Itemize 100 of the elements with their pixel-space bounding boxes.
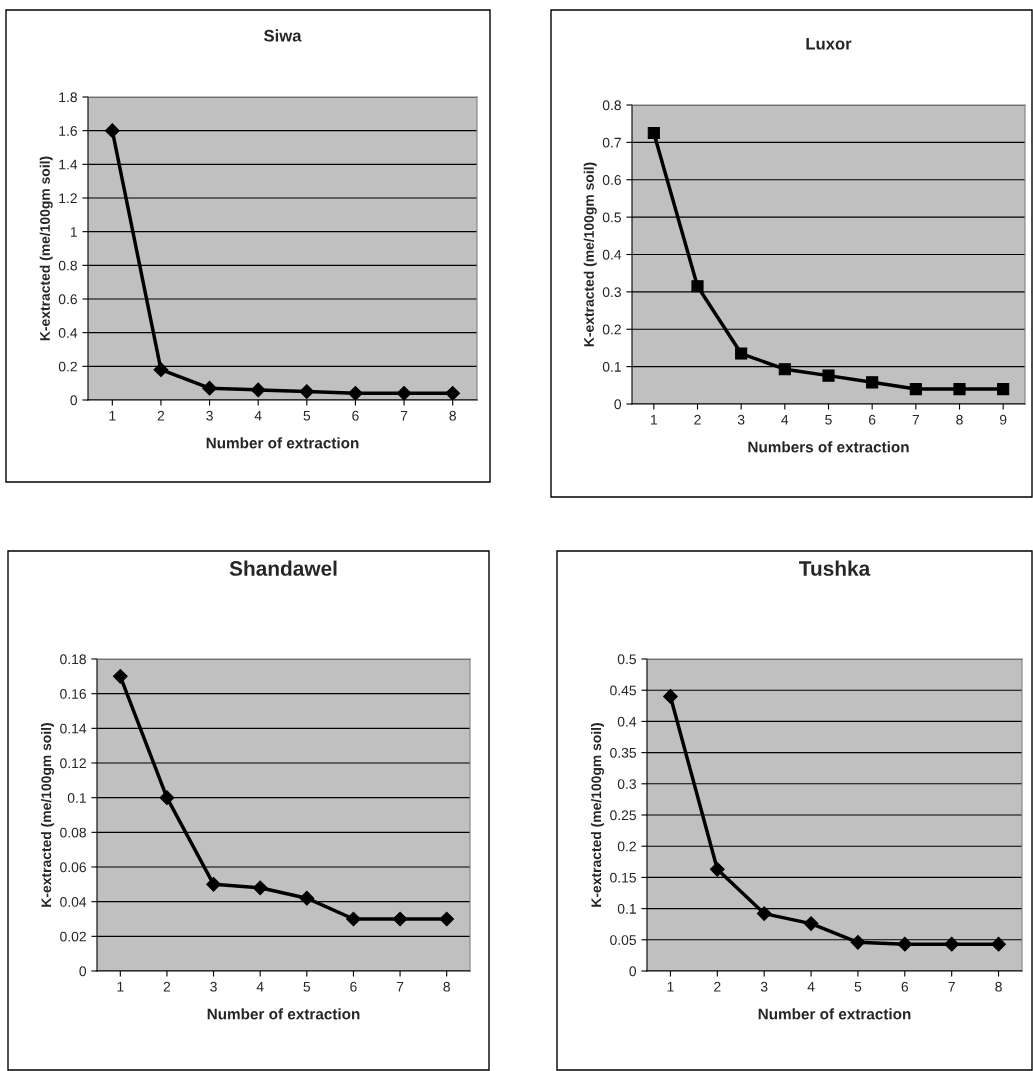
y-tick-label: 0.5	[617, 654, 636, 665]
y-axis-title: K-extracted (me/100gm soil)	[590, 723, 604, 907]
point	[991, 936, 1006, 952]
point	[909, 382, 922, 396]
x-tick-label: 6	[901, 981, 909, 992]
x-tick-label: 2	[157, 410, 165, 421]
point	[348, 385, 363, 400]
x-tick-label: 1	[651, 414, 658, 425]
point	[953, 382, 966, 396]
y-tick-label: 0.08	[60, 827, 86, 838]
y-tick-label: 0.6	[58, 294, 77, 305]
y-tick-label: 0.4	[617, 716, 637, 727]
y-tick-label: 0.1	[602, 361, 621, 372]
x-tick-label: 8	[443, 981, 450, 992]
y-tick-label: 0.14	[60, 723, 87, 734]
x-tick-label: 1	[667, 981, 674, 992]
x-tick-label: 3	[206, 410, 213, 421]
y-tick-label: 0.5	[602, 212, 621, 223]
x-axis-title: Numbers of extraction	[748, 441, 909, 453]
point	[997, 382, 1010, 396]
x-tick-label: 6	[352, 410, 359, 421]
x-tick-label: 5	[303, 410, 311, 421]
point	[159, 790, 175, 806]
y-tick-label: 1.2	[59, 193, 77, 204]
x-tick-label: 7	[396, 981, 404, 992]
y-tick-label: 1	[70, 227, 77, 237]
y-tick-label: 0.8	[602, 100, 621, 111]
point	[206, 876, 221, 892]
point	[202, 380, 217, 396]
point	[346, 911, 361, 927]
point	[104, 123, 120, 139]
y-tick-label: 0.35	[610, 747, 636, 758]
y-tick-label: 0.02	[60, 931, 86, 942]
point	[803, 916, 819, 931]
y-tick-label: 0	[70, 395, 78, 406]
point	[392, 911, 408, 927]
point	[250, 382, 266, 398]
y-tick-label: 0.12	[60, 758, 86, 769]
x-axis-title: Number of extraction	[207, 1008, 360, 1020]
y-axis-title: K-extracted (me/100gm soil)	[40, 723, 54, 907]
y-tick-label: 0.15	[610, 872, 636, 883]
point	[756, 906, 772, 921]
point	[252, 880, 268, 896]
x-tick-label: 7	[948, 981, 955, 992]
point	[153, 362, 169, 378]
y-tick-label: 0.16	[60, 689, 86, 699]
x-tick-label: 2	[163, 981, 171, 992]
point	[866, 376, 879, 389]
y-tick-label: 1.4	[59, 159, 78, 170]
x-tick-label: 7	[912, 414, 919, 425]
point	[850, 934, 866, 950]
point	[735, 347, 748, 360]
y-tick-label: 0.4	[602, 249, 622, 260]
y-axis-title: K-extracted (me/100gm soil)	[583, 162, 597, 347]
x-tick-label: 2	[714, 981, 721, 992]
chart-title: Siwa	[263, 29, 302, 42]
point	[691, 280, 704, 293]
y-tick-label: 0.45	[610, 685, 636, 696]
y-tick-label: 0.6	[602, 175, 621, 185]
y-tick-label: 0.04	[60, 897, 87, 907]
y-tick-label: 0.2	[602, 324, 621, 335]
x-tick-label: 4	[807, 981, 815, 992]
y-tick-label: 0.1	[617, 903, 636, 914]
y-tick-label: 0.2	[617, 841, 636, 852]
x-tick-label: 8	[449, 410, 456, 421]
y-tick-label: 0.05	[610, 935, 636, 945]
x-tick-label: 9	[999, 414, 1007, 425]
point	[647, 126, 660, 140]
x-axis-title: Number of extraction	[206, 437, 359, 449]
y-tick-label: 1.6	[59, 126, 77, 136]
point	[445, 385, 461, 400]
y-tick-label: 0.18	[60, 654, 86, 665]
x-tick-label: 5	[303, 981, 311, 992]
point	[112, 668, 128, 684]
point	[778, 363, 791, 376]
x-tick-label: 6	[869, 414, 876, 425]
chart-title: Tushka	[799, 560, 871, 576]
point	[396, 385, 412, 400]
y-axis-title: K-extracted (me/100gm soil)	[39, 156, 53, 341]
x-tick-label: 7	[400, 410, 408, 421]
y-tick-label: 0	[629, 966, 637, 977]
x-tick-label: 5	[854, 981, 862, 992]
x-tick-label: 3	[760, 981, 768, 992]
x-tick-label: 4	[254, 410, 262, 421]
x-tick-label: 1	[109, 410, 116, 421]
y-tick-label: 0.4	[58, 328, 78, 338]
y-tick-label: 0.7	[602, 137, 621, 148]
x-tick-label: 5	[825, 414, 832, 425]
y-tick-label: 0	[79, 966, 87, 977]
x-tick-label: 1	[117, 981, 124, 992]
point	[709, 861, 725, 877]
point	[299, 384, 315, 399]
y-tick-label: 0.8	[58, 260, 77, 271]
y-tick-label: 0.25	[610, 810, 636, 821]
point	[944, 936, 960, 952]
x-tick-label: 8	[995, 981, 1002, 992]
y-tick-label: 0	[614, 399, 622, 410]
chart-title: Luxor	[806, 37, 852, 50]
y-tick-label: 0.2	[58, 361, 77, 372]
y-tick-label: 0.3	[602, 287, 621, 298]
